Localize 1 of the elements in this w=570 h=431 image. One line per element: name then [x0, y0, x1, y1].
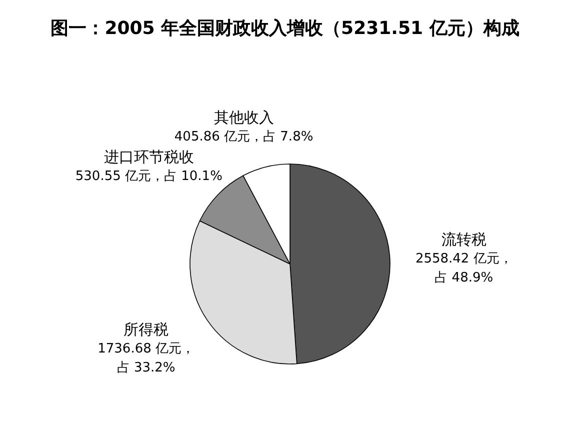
chart-title: 图一：2005 年全国财政收入增收（5231.51 亿元）构成 [50, 17, 520, 40]
